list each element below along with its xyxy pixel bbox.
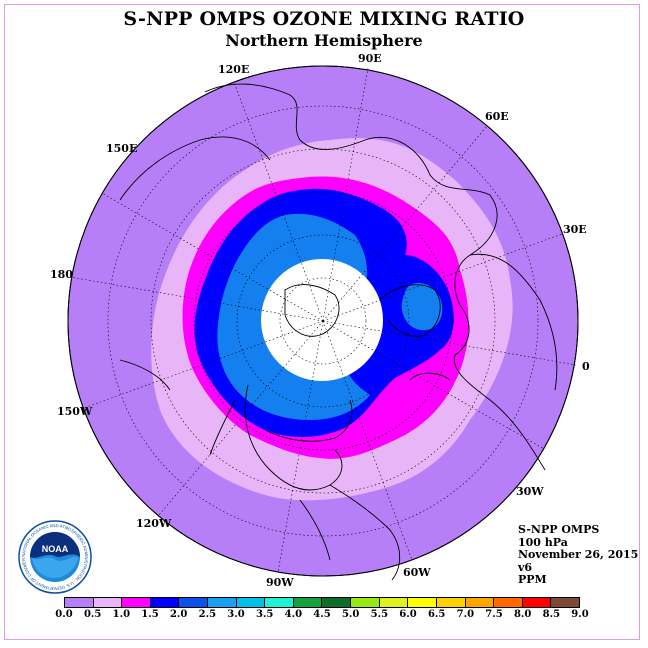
- coastlines: [119, 83, 558, 581]
- noaa-logo-text: NOAA: [42, 544, 69, 554]
- colorbar-swatch: [436, 598, 466, 607]
- colorbar-tick-label: 8.5: [542, 609, 561, 620]
- colorbar-swatch: [179, 598, 209, 607]
- colorbar-swatch: [93, 598, 123, 607]
- colorbar-swatch: [522, 598, 552, 607]
- lon-label-180: 180: [50, 268, 73, 281]
- colorbar-swatch: [150, 598, 180, 607]
- colorbar-swatch: [551, 598, 579, 607]
- colorbar-swatch: [208, 598, 237, 607]
- colorbar-swatch: [379, 598, 409, 607]
- colorbar-swatch: [408, 598, 437, 607]
- colorbar-tick-label: 5.0: [341, 609, 360, 620]
- colorbar-tick-label: 0.5: [83, 609, 102, 620]
- colorbar-tick-label: 9.0: [571, 609, 589, 620]
- lon-label-150w: 150W: [57, 405, 93, 418]
- info-level: 100 hPa: [518, 535, 568, 549]
- colorbar-tick-label: 1.5: [141, 609, 159, 620]
- lon-label-120e: 120E: [218, 63, 250, 76]
- colorbar-tick-label: 1.0: [112, 609, 131, 620]
- colorbar-swatch: [351, 598, 380, 607]
- colorbar-tick-label: 4.0: [284, 609, 303, 620]
- info-date: November 26, 2015: [518, 548, 639, 562]
- lon-label-90e: 90E: [358, 52, 382, 65]
- colorbar-swatch: [65, 598, 94, 607]
- map-title: S-NPP OMPS OZONE MIXING RATIO: [123, 8, 525, 30]
- info-version: v6: [518, 560, 533, 574]
- lon-label-90w: 90W: [266, 576, 294, 589]
- info-instrument: S-NPP OMPS: [518, 523, 600, 536]
- colorbar-swatch: [465, 598, 495, 607]
- colorbar-tick-label: 8.0: [513, 609, 532, 620]
- colorbar-swatch: [322, 598, 352, 607]
- meridians: [69, 67, 577, 573]
- lon-label-30w: 30W: [516, 485, 544, 498]
- map-subtitle: Northern Hemisphere: [225, 31, 423, 50]
- lon-label-0: 0: [582, 360, 590, 373]
- colorbar-tick-label: 0.0: [55, 609, 73, 620]
- colorbar-tick-label: 7.0: [456, 609, 475, 620]
- lon-label-60e: 60E: [485, 110, 509, 123]
- colorbar-ticks: 0.0 0.5 1.0 1.5 2.0 2.5 3.0 3.5 4.0 4.5 5.0 5.5 6.0 6…: [0, 609, 648, 623]
- lon-label-150e: 150E: [106, 142, 138, 155]
- colorbar: [64, 597, 580, 608]
- colorbar-swatch: [265, 598, 294, 607]
- colorbar-tick-label: 3.5: [255, 609, 274, 620]
- latitude-circles: [107, 105, 539, 537]
- info-units: PPM: [518, 573, 547, 587]
- lon-label-30e: 30E: [563, 223, 587, 236]
- colorbar-tick-label: 7.5: [485, 609, 503, 620]
- colorbar-tick-label: 6.0: [399, 609, 417, 620]
- info-block: S-NPP OMPS 100 hPa November 26, 2015 v6 …: [518, 523, 639, 587]
- colorbar-tick-label: 2.5: [198, 609, 217, 620]
- colorbar-swatch: [236, 598, 266, 607]
- colorbar-swatch: [122, 598, 151, 607]
- colorbar-swatch: [293, 598, 323, 607]
- colorbar-swatch: [494, 598, 523, 607]
- colorbar-tick-label: 4.5: [313, 609, 331, 620]
- pole-no-data: [261, 259, 383, 381]
- colorbar-tick-label: 2.0: [169, 609, 188, 620]
- noaa-logo: NOAA NATIONAL OCEANIC AND ATMOSPHERIC AD…: [18, 520, 92, 594]
- lon-label-120w: 120W: [136, 517, 172, 530]
- ozone-blob-east: [401, 282, 443, 331]
- lon-label-60w: 60W: [403, 566, 431, 579]
- colorbar-tick-label: 5.5: [370, 609, 389, 620]
- colorbar-tick-label: 6.5: [427, 609, 446, 620]
- colorbar-tick-label: 3.0: [227, 609, 245, 620]
